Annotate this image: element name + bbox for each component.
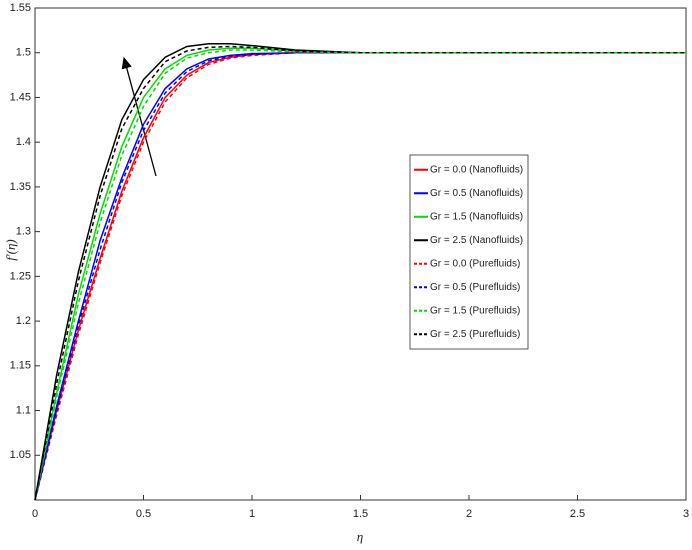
legend-label: Gr = 2.5 (Purefluids) — [430, 329, 520, 340]
legend-box — [409, 154, 529, 350]
legend-label: Gr = 2.5 (Nanofluids) — [430, 235, 523, 246]
x-axis-label: η — [357, 529, 363, 544]
plot-frame — [34, 7, 687, 501]
legend-label: Gr = 0.5 (Purefluids) — [430, 282, 520, 293]
x-tick-label: 2.5 — [570, 508, 585, 520]
legend-label: Gr = 0.5 (Nanofluids) — [430, 188, 523, 199]
trend-arrow — [121, 56, 157, 177]
y-tick-label: 1.2 — [16, 315, 31, 327]
series-line — [34, 51, 686, 501]
y-tick-label: 1.35 — [10, 181, 31, 193]
legend-label: Gr = 0.0 (Nanofluids) — [430, 164, 523, 175]
x-tick-label: 1 — [249, 508, 255, 520]
y-tick-label: 1.1 — [16, 404, 31, 416]
series-line — [34, 47, 686, 501]
y-tick-label: 1.45 — [10, 91, 31, 103]
y-tick-label: 1.4 — [16, 136, 31, 148]
y-tick-label: 1.05 — [10, 449, 31, 461]
legend-label: Gr = 1.5 (Purefluids) — [430, 305, 520, 316]
legend-label: Gr = 0.0 (Purefluids) — [430, 258, 520, 269]
y-tick-label: 1.55 — [10, 2, 31, 14]
y-axis-label: f′(η) — [3, 239, 18, 261]
x-tick-label: 0.5 — [136, 508, 151, 520]
series-line — [34, 51, 686, 501]
series-line — [34, 51, 686, 501]
series-line — [34, 45, 686, 501]
y-tick-label: 1.25 — [10, 270, 31, 282]
y-tick-label: 1.15 — [10, 360, 31, 372]
x-tick-label: 1.5 — [353, 508, 368, 520]
y-tick-label: 1.3 — [16, 226, 31, 238]
y-tick-label: 1.5 — [16, 47, 31, 59]
series-line — [34, 51, 686, 501]
series-line — [34, 43, 686, 501]
x-tick-label: 3 — [683, 508, 689, 520]
series-line — [34, 49, 686, 501]
legend-label: Gr = 1.5 (Nanofluids) — [430, 211, 523, 222]
x-tick-label: 2 — [466, 508, 472, 520]
x-tick-label: 0 — [32, 508, 38, 520]
